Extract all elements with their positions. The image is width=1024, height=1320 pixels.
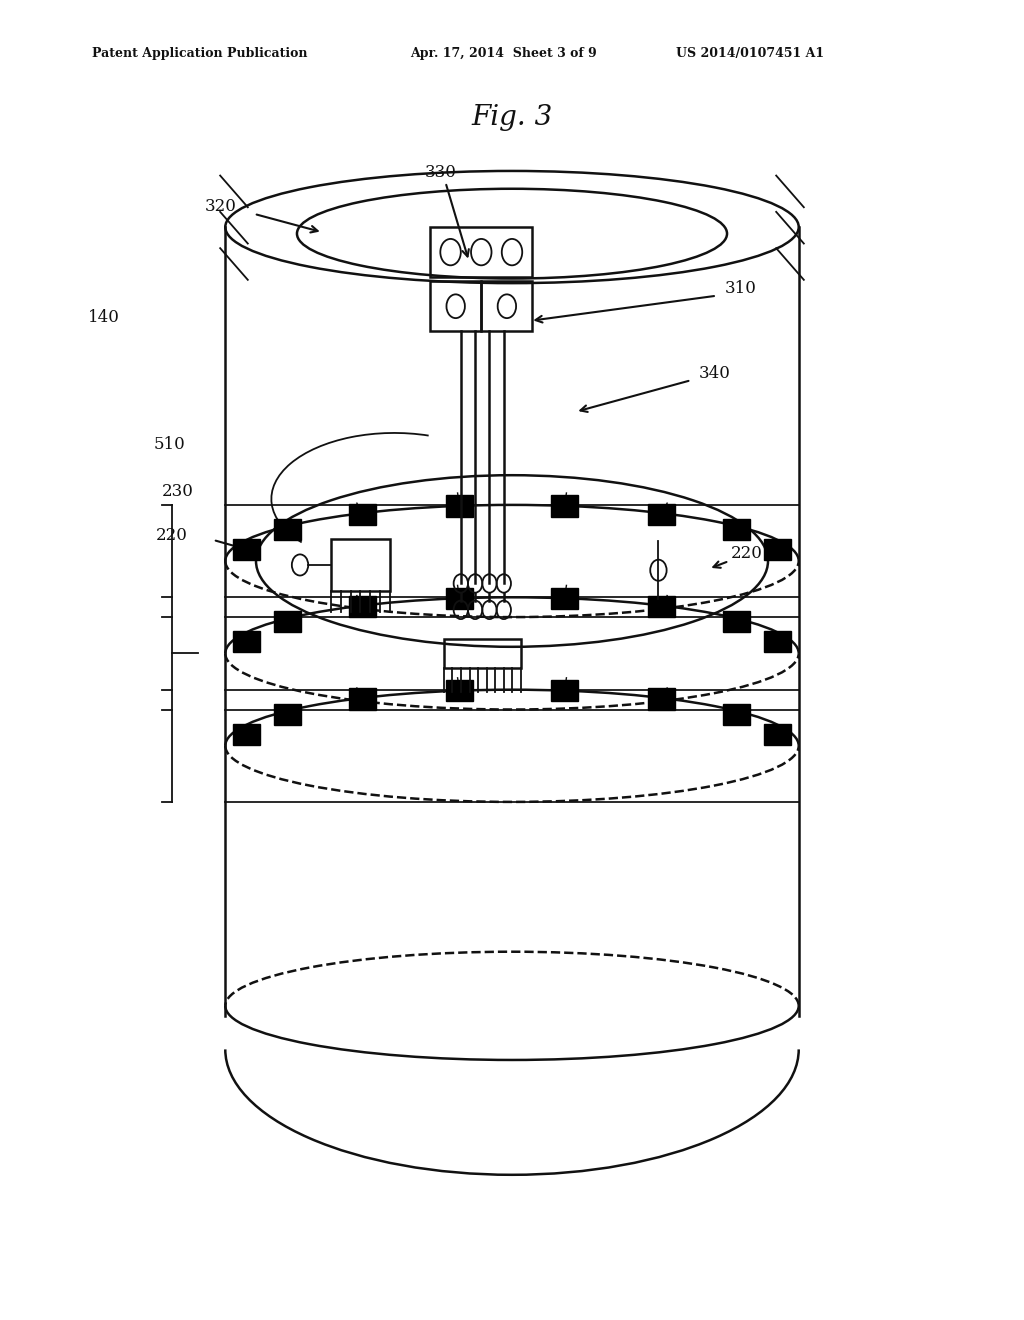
Bar (274, 519, 301, 540)
Text: 220: 220 (156, 527, 187, 544)
Bar (551, 495, 578, 516)
Text: 220: 220 (731, 545, 763, 562)
Bar (430, 281, 481, 331)
Bar (349, 504, 376, 525)
Bar (274, 611, 301, 632)
Text: 320: 320 (205, 198, 237, 215)
Bar (274, 704, 301, 725)
Text: 310: 310 (725, 280, 757, 297)
Text: Fig. 3: Fig. 3 (471, 104, 553, 132)
Bar (723, 519, 750, 540)
Bar (233, 723, 260, 744)
Text: US 2014/0107451 A1: US 2014/0107451 A1 (676, 46, 824, 59)
Text: 140: 140 (88, 309, 120, 326)
Bar (446, 587, 473, 609)
Bar (764, 631, 791, 652)
Bar (764, 539, 791, 560)
Bar (551, 680, 578, 701)
Bar (349, 689, 376, 710)
Bar (481, 281, 532, 331)
Bar (648, 597, 675, 618)
Bar (430, 227, 532, 277)
Bar (551, 587, 578, 609)
Bar (331, 539, 390, 591)
Bar (349, 597, 376, 618)
Text: Apr. 17, 2014  Sheet 3 of 9: Apr. 17, 2014 Sheet 3 of 9 (410, 46, 596, 59)
Text: 340: 340 (698, 364, 730, 381)
Bar (446, 495, 473, 516)
Bar (723, 704, 750, 725)
Bar (764, 723, 791, 744)
Text: 230: 230 (162, 483, 194, 500)
Bar (648, 689, 675, 710)
Text: Patent Application Publication: Patent Application Publication (92, 46, 307, 59)
Text: 510: 510 (154, 436, 185, 453)
Bar (446, 680, 473, 701)
Bar (444, 639, 520, 668)
Bar (233, 631, 260, 652)
Bar (723, 611, 750, 632)
Bar (648, 504, 675, 525)
Bar (233, 539, 260, 560)
Text: 330: 330 (425, 164, 457, 181)
